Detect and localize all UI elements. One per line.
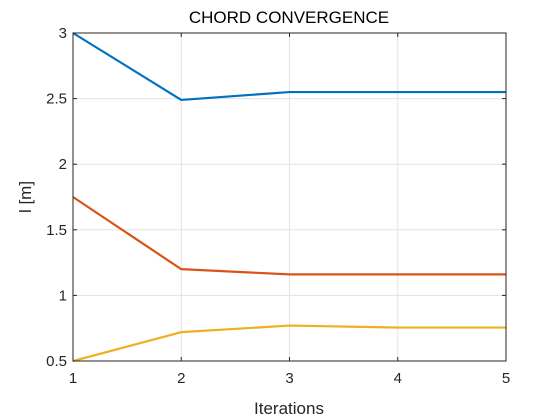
y-tick-label: 0.5 (46, 353, 67, 370)
y-tick-label: 2.5 (46, 91, 67, 108)
series-line-2 (72, 196, 506, 276)
chart-title: CHORD CONVERGENCE (189, 8, 389, 27)
series-line-1 (72, 32, 506, 102)
x-tick-label: 5 (502, 370, 510, 387)
ticks: 1 2 3 4 50.511.522.53 (46, 25, 510, 387)
y-tick-label: 3 (59, 25, 67, 42)
x-tick-label: 1 (69, 370, 77, 387)
y-tick-label: 1 (59, 287, 67, 304)
x-tick-label: 4 (394, 370, 402, 387)
x-axis-label: Iterations (254, 399, 324, 418)
y-axis-label: l [m] (16, 181, 35, 213)
x-tick-label: 2 (177, 370, 185, 387)
y-tick-label: 2 (59, 156, 67, 173)
x-tick-label: 3 (285, 370, 293, 387)
series-line-3 (72, 324, 506, 363)
y-tick-label: 1.5 (46, 222, 67, 239)
series-group (72, 32, 506, 363)
